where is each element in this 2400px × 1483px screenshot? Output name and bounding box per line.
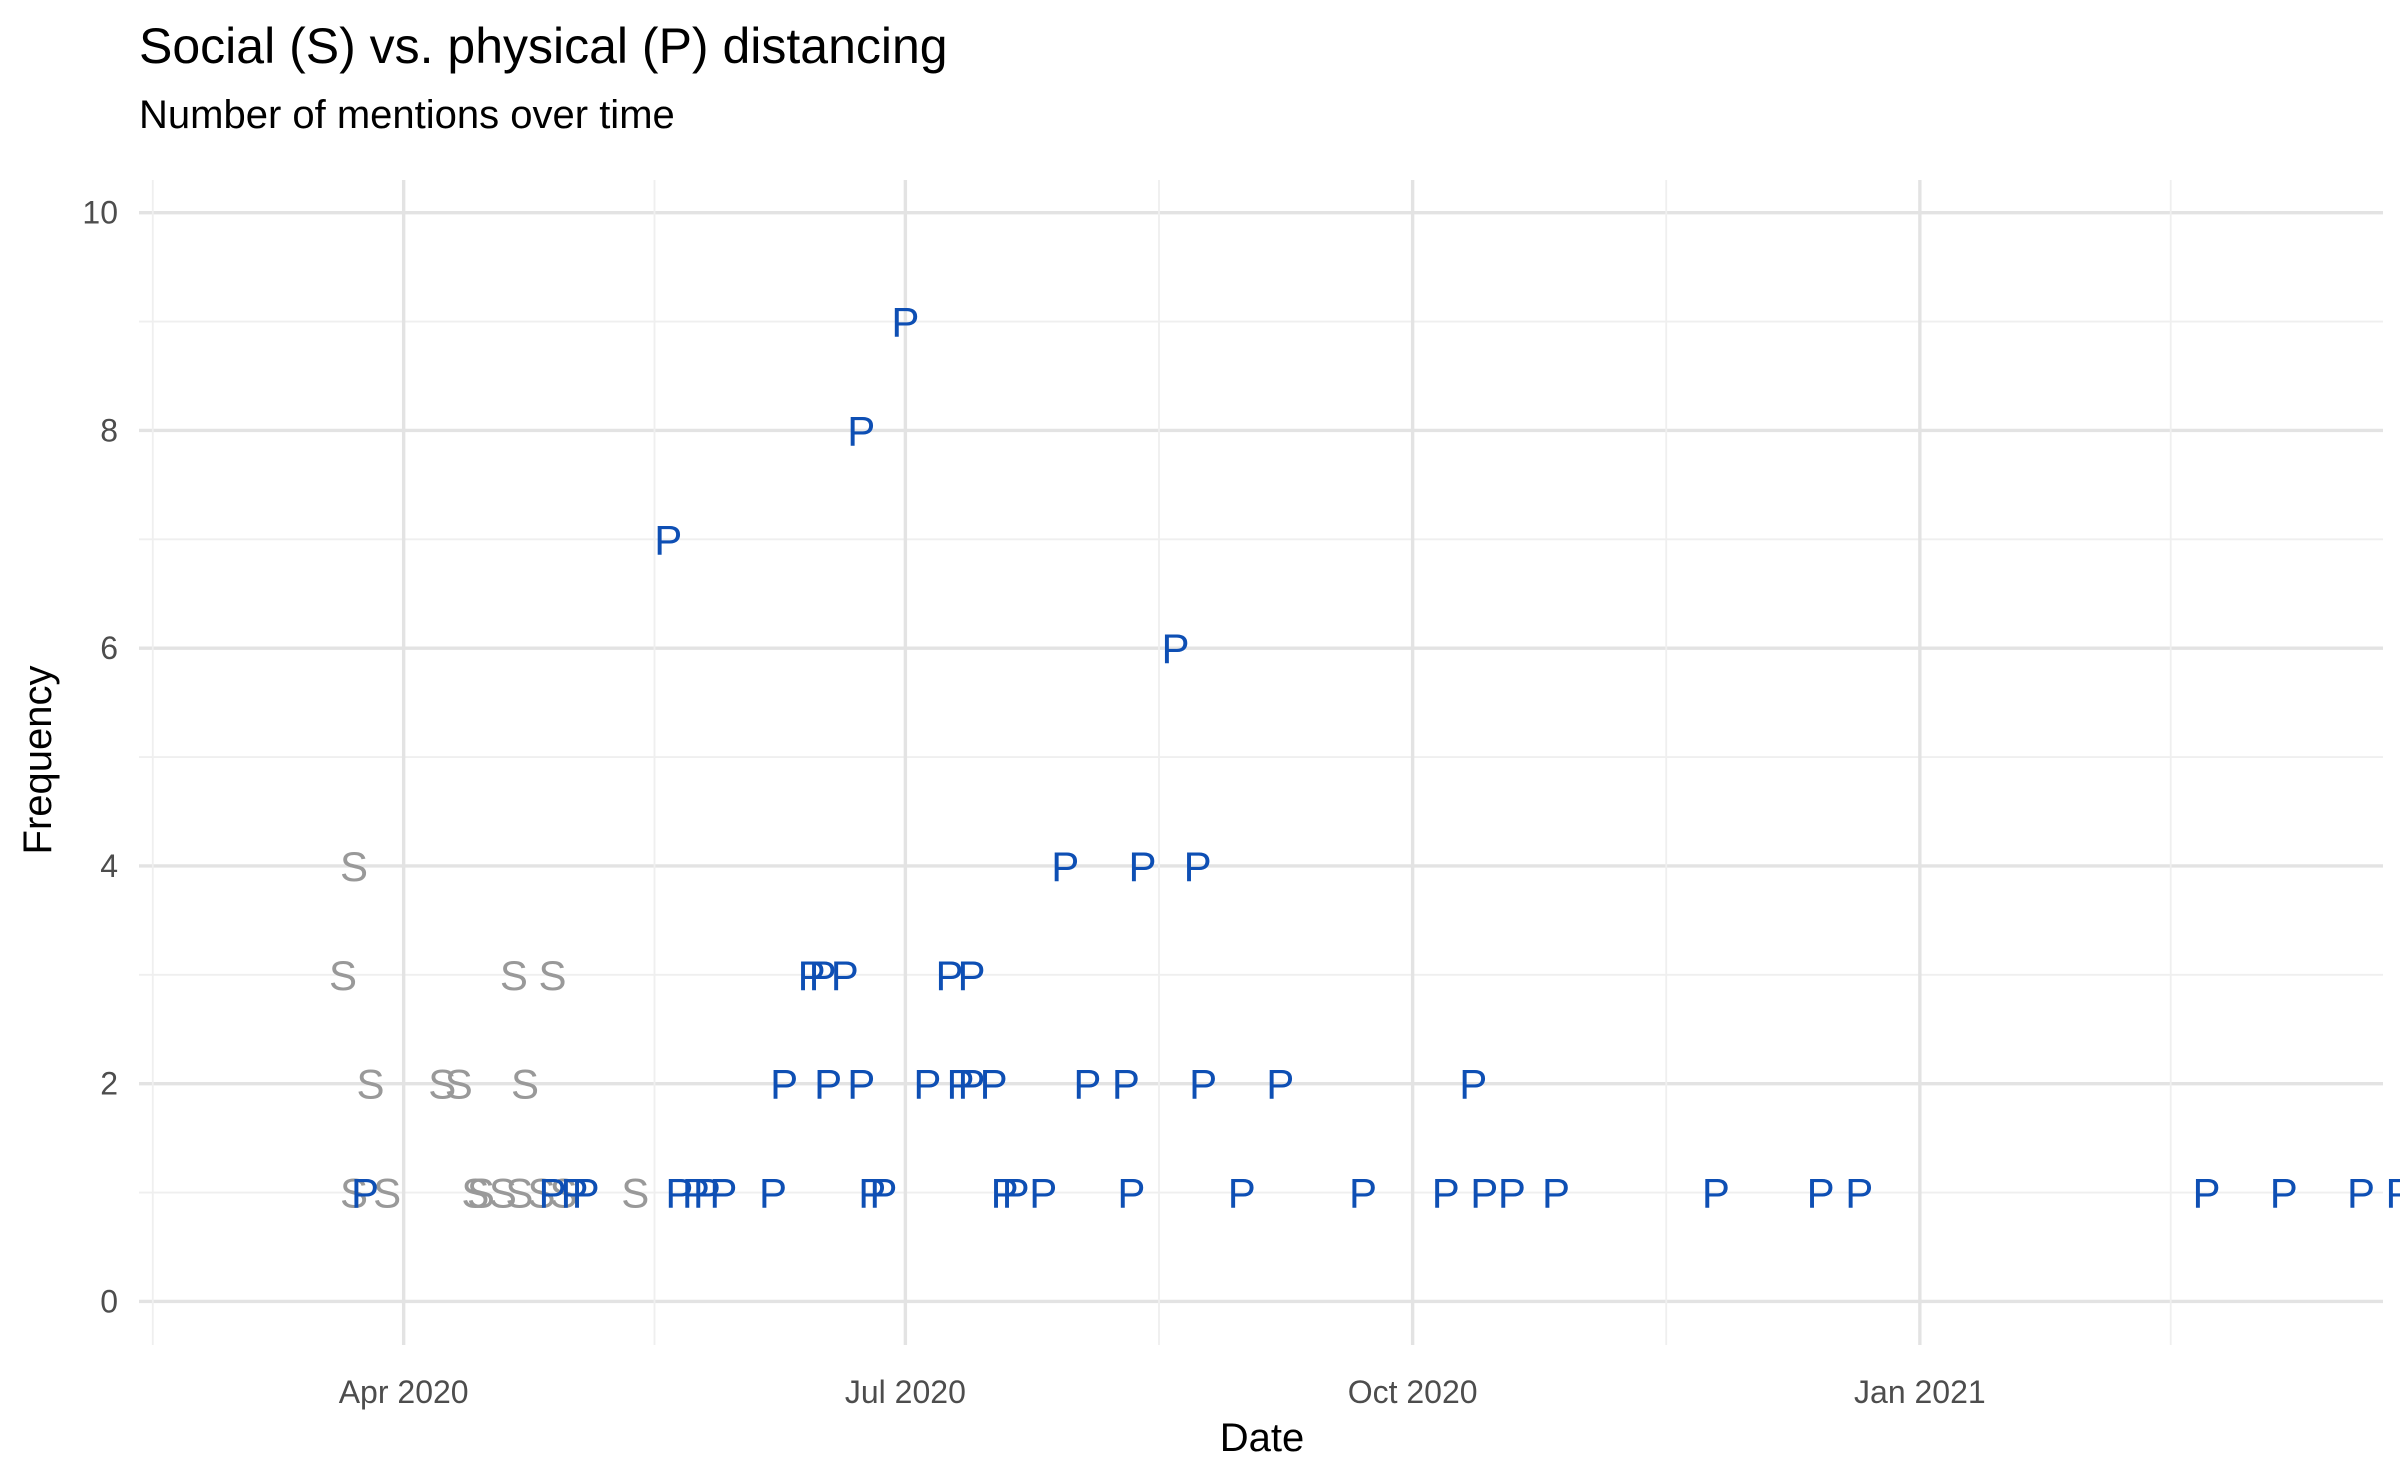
point-s: S — [467, 1170, 495, 1217]
point-p: P — [709, 1170, 737, 1217]
point-p: P — [980, 1061, 1008, 1108]
point-p: P — [2347, 1170, 2375, 1217]
point-p: P — [831, 952, 859, 999]
point-p: P — [682, 1170, 710, 1217]
point-p: P — [809, 952, 837, 999]
point-s: S — [505, 1170, 533, 1217]
point-p: P — [1228, 1170, 1256, 1217]
x-tick-label: Jan 2021 — [1854, 1374, 1986, 1410]
x-axis-title: Date — [1220, 1416, 1305, 1460]
point-p: P — [891, 299, 919, 346]
point-p: P — [798, 952, 826, 999]
point-p: P — [947, 1061, 975, 1108]
point-p: P — [847, 407, 875, 454]
point-p: P — [539, 1170, 567, 1217]
point-p: P — [1051, 843, 1079, 890]
point-p: P — [1702, 1170, 1730, 1217]
y-tick-label: 2 — [100, 1066, 118, 1102]
point-p: P — [958, 1061, 986, 1108]
point-p: P — [561, 1170, 589, 1217]
point-s: S — [550, 1170, 578, 1217]
chart-subtitle: Number of mentions over time — [139, 93, 675, 137]
point-p: P — [1498, 1170, 1526, 1217]
point-p: P — [869, 1170, 897, 1217]
point-s: S — [539, 952, 567, 999]
point-p: P — [2386, 1170, 2400, 1217]
point-p: P — [1184, 843, 1212, 890]
point-p: P — [1162, 625, 1190, 672]
point-s: S — [329, 952, 357, 999]
point-p: P — [770, 1061, 798, 1108]
point-p: P — [913, 1061, 941, 1108]
point-p: P — [1470, 1170, 1498, 1217]
point-p: P — [1117, 1170, 1145, 1217]
point-p: P — [1542, 1170, 1570, 1217]
y-tick-label: 6 — [100, 630, 118, 666]
point-p: P — [814, 1061, 842, 1108]
point-s: S — [373, 1170, 401, 1217]
x-axis-ticks: Apr 2020 Jul 2020 Oct 2020 Jan 2021 — [339, 1374, 1986, 1410]
y-axis-ticks: 0 2 4 6 8 10 — [82, 195, 118, 1320]
x-tick-label: Apr 2020 — [339, 1374, 469, 1410]
point-p: P — [654, 516, 682, 563]
point-p: P — [572, 1170, 600, 1217]
y-axis-title: Frequency — [16, 666, 60, 855]
x-tick-label: Oct 2020 — [1348, 1374, 1478, 1410]
point-p: P — [1189, 1061, 1217, 1108]
point-s: S — [527, 1170, 555, 1217]
point-p: P — [693, 1170, 721, 1217]
point-p: P — [958, 952, 986, 999]
y-tick-label: 0 — [100, 1283, 118, 1319]
point-p: P — [665, 1170, 693, 1217]
point-p: P — [1432, 1170, 1460, 1217]
chart-title: Social (S) vs. physical (P) distancing — [139, 18, 948, 74]
point-p: P — [759, 1170, 787, 1217]
point-p: P — [1112, 1061, 1140, 1108]
point-p: P — [847, 1061, 875, 1108]
point-s: S — [357, 1061, 385, 1108]
x-tick-label: Jul 2020 — [845, 1374, 966, 1410]
point-s: S — [461, 1170, 489, 1217]
point-p: P — [1845, 1170, 1873, 1217]
point-s: S — [445, 1061, 473, 1108]
point-p: P — [351, 1170, 379, 1217]
point-p: P — [1807, 1170, 1835, 1217]
point-p: P — [2270, 1170, 2298, 1217]
point-p: P — [2193, 1170, 2221, 1217]
point-p: P — [1029, 1170, 1057, 1217]
y-tick-label: 10 — [82, 195, 118, 231]
y-tick-label: 4 — [100, 848, 118, 884]
point-s: S — [340, 843, 368, 890]
point-s: S — [428, 1061, 456, 1108]
point-p: P — [1128, 843, 1156, 890]
grid — [139, 180, 2383, 1345]
point-s: S — [489, 1170, 517, 1217]
point-p: P — [1459, 1061, 1487, 1108]
point-p: P — [991, 1170, 1019, 1217]
point-s: S — [340, 1170, 368, 1217]
point-p: P — [1349, 1170, 1377, 1217]
point-p: P — [1002, 1170, 1030, 1217]
y-tick-label: 8 — [100, 412, 118, 448]
point-s: S — [511, 1061, 539, 1108]
point-p: P — [935, 952, 963, 999]
point-p: P — [1266, 1061, 1294, 1108]
point-s: S — [500, 952, 528, 999]
point-s: S — [621, 1170, 649, 1217]
point-p: P — [858, 1170, 886, 1217]
point-p: P — [1073, 1061, 1101, 1108]
